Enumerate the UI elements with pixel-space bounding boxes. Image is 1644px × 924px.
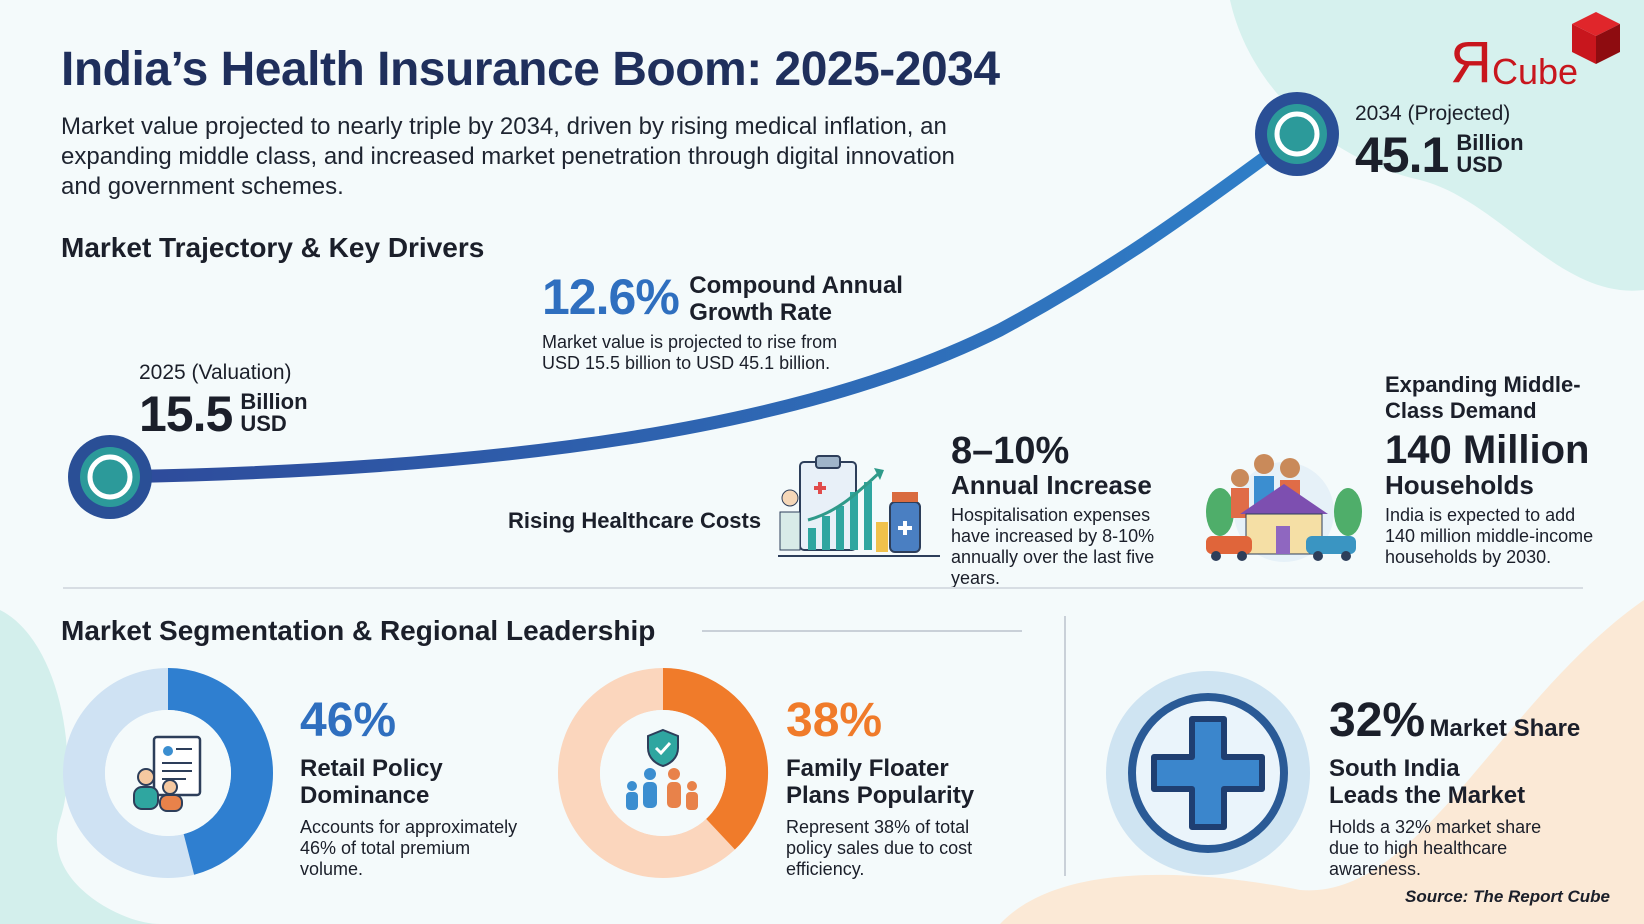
page-title: India’s Health Insurance Boom: 2025-2034 <box>61 43 1000 96</box>
cagr-label-1: Compound Annual <box>689 272 903 299</box>
middle-class-block: Expanding Middle-Class Demand 140 Millio… <box>1385 372 1635 568</box>
cagr-label-2: Growth Rate <box>689 299 832 326</box>
retail-donut-segment <box>167 668 273 875</box>
medical-cross-icon <box>1106 671 1310 875</box>
healthcare-costs-icon <box>778 455 940 557</box>
heading-rule <box>702 630 1022 632</box>
segmentation-heading: Market Segmentation & Regional Leadershi… <box>61 615 656 646</box>
end-currency: USD <box>1456 152 1503 177</box>
family-house-icon <box>1206 454 1362 562</box>
costs-desc: Hospitalisation expenses have increased … <box>951 505 1155 588</box>
start-valuation: 2025 (Valuation) 15.5 Billion USD <box>139 361 308 439</box>
south-suffix: Market Share <box>1429 715 1581 742</box>
costs-value: 8–10% <box>951 430 1070 472</box>
middle-label: Expanding Middle-Class Demand <box>1385 372 1581 423</box>
south-desc: Holds a 32% market share due to high hea… <box>1329 817 1542 879</box>
retail-head: Retail Policy Dominance <box>300 755 443 809</box>
middle-value: 140 Million <box>1385 428 1590 472</box>
end-label: 2034 (Projected) <box>1355 102 1511 125</box>
cagr-desc: Market value is projected to rise from U… <box>542 332 838 373</box>
section-divider <box>63 587 1583 589</box>
end-value: 45.1 <box>1355 127 1449 183</box>
retail-policy-icon <box>133 735 202 812</box>
end-marker <box>1255 92 1339 176</box>
costs-block: 8–10% Annual Increase Hospitalisation ex… <box>951 432 1191 589</box>
costs-label: Rising Healthcare Costs <box>508 508 762 533</box>
page-subtitle: Market value projected to nearly triple … <box>61 113 955 200</box>
retail-block: 46% Retail Policy Dominance Accounts for… <box>300 697 540 880</box>
logo: Я Cube <box>1450 12 1625 95</box>
costs-head: Annual Increase <box>951 470 1152 500</box>
start-unit: Billion <box>240 389 308 414</box>
cagr-value: 12.6% <box>542 269 680 325</box>
svg-text:Cube: Cube <box>1492 51 1578 92</box>
south-head: South India Leads the Market <box>1329 755 1526 809</box>
start-marker <box>68 435 152 519</box>
family-desc: Represent 38% of total policy sales due … <box>786 817 973 879</box>
start-value: 15.5 <box>139 386 233 442</box>
retail-desc: Accounts for approximately 46% of total … <box>300 817 518 879</box>
south-value: 32% <box>1329 694 1426 747</box>
middle-desc: India is expected to add 140 million mid… <box>1385 505 1594 567</box>
svg-text:Я: Я <box>1450 30 1492 92</box>
family-shield-icon <box>626 728 698 810</box>
middle-head: Households <box>1385 470 1534 500</box>
trajectory-heading: Market Trajectory & Key Drivers <box>61 232 485 263</box>
source-note: Source: The Report Cube <box>1405 887 1610 906</box>
end-projection: 2034 (Projected) 45.1 Billion USD <box>1355 102 1524 180</box>
family-donut-segment <box>662 668 768 850</box>
vertical-divider <box>1064 616 1066 876</box>
south-block: 32% Market Share South India Leads the M… <box>1329 697 1609 880</box>
retail-value: 46% <box>300 694 397 747</box>
cagr-block: 12.6% Compound Annual Growth Rate Market … <box>542 272 903 374</box>
start-currency: USD <box>240 411 287 436</box>
family-head: Family Floater Plans Popularity <box>786 755 975 809</box>
end-unit: Billion <box>1456 130 1524 155</box>
family-value: 38% <box>786 694 883 747</box>
start-label: 2025 (Valuation) <box>139 361 292 384</box>
family-block: 38% Family Floater Plans Popularity Repr… <box>786 697 1036 880</box>
